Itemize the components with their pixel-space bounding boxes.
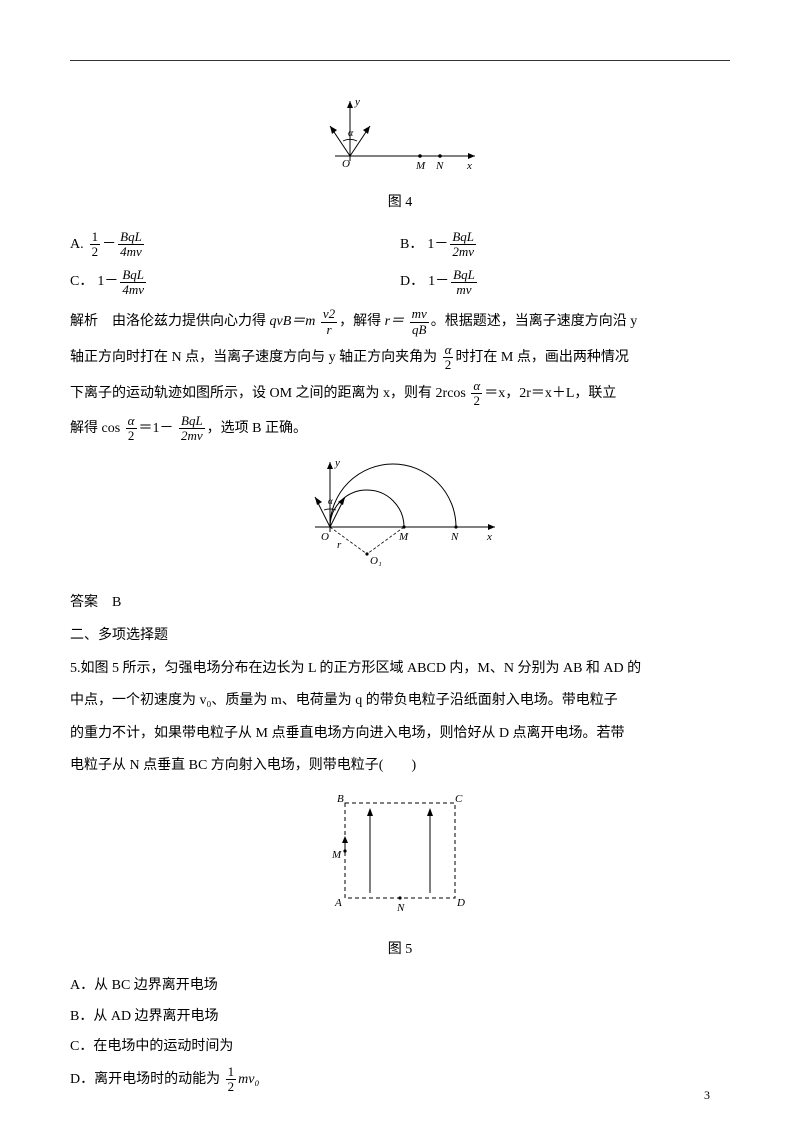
answer-1: 答案 B: [70, 590, 730, 617]
svg-text:M: M: [398, 531, 409, 543]
svg-text:B: B: [337, 793, 344, 805]
figure-5-caption: 图 5: [70, 937, 730, 964]
svg-text:D: D: [456, 897, 465, 909]
q5-line-1: 5.如图 5 所示，匀强电场分布在边长为 L 的正方形区域 ABCD 内，M、N…: [70, 656, 730, 683]
svg-text:y: y: [334, 457, 340, 469]
option-A: A. 12 － BqL4mv: [70, 230, 400, 260]
section-2-title: 二、多项选择题: [70, 623, 730, 650]
svg-text:α: α: [328, 496, 333, 506]
fig4-N: N: [435, 160, 444, 171]
analysis-line-3: 下离子的运动轨迹如图所示，设 OM 之间的距离为 x，则有 2rcos α2＝x…: [70, 379, 730, 409]
svg-text:N: N: [396, 902, 405, 914]
options-group-1: A. 12 － BqL4mv B． 1－ BqL2mv C． 1－ BqL4mv…: [70, 226, 730, 301]
option2-D: D．离开电场时的动能为 12mv₀: [70, 1065, 730, 1095]
analysis-line-1: 解析 由洛伦兹力提供向心力得 qvB＝m v2r，解得 r＝ mvqB。根据题述…: [70, 307, 730, 337]
q5-line-4: 电粒子从 N 点垂直 BC 方向射入电场，则带电粒子( ): [70, 753, 730, 780]
svg-text:M: M: [331, 849, 342, 861]
option2-C: C．在电场中的运动时间为: [70, 1034, 730, 1061]
q5-line-2: 中点，一个初速度为 v₀、质量为 m、电荷量为 q 的带负电粒子沿纸面射入电场。…: [70, 688, 730, 715]
svg-text:C: C: [455, 793, 463, 805]
svg-text:x: x: [486, 531, 492, 543]
option2-A: A．从 BC 边界离开电场: [70, 973, 730, 1000]
figure-4: α O M N x y: [70, 91, 730, 182]
svg-text:O₁: O₁: [370, 555, 382, 567]
option-B: B． 1－ BqL2mv: [400, 230, 730, 260]
page-number: 3: [704, 1084, 710, 1107]
options-group-2: A．从 BC 边界离开电场 B．从 AD 边界离开电场 C．在电场中的运动时间为…: [70, 973, 730, 1094]
analysis-line-4: 解得 cos α2＝1－ BqL2mv，选项 B 正确。: [70, 414, 730, 444]
analysis-line-2: 轴正方向时打在 N 点，当离子速度方向与 y 轴正方向夹角为 α2时打在 M 点…: [70, 343, 730, 373]
svg-text:O: O: [321, 531, 329, 543]
svg-text:N: N: [450, 531, 459, 543]
option-C: C． 1－ BqL4mv: [70, 268, 400, 298]
q5-line-3: 的重力不计，如果带电粒子从 M 点垂直电场方向进入电场，则恰好从 D 点离开电场…: [70, 721, 730, 748]
option-D: D． 1－ BqLmv: [400, 268, 730, 298]
fig4-x: x: [466, 160, 472, 171]
svg-text:A: A: [334, 897, 342, 909]
fig4-O: O: [342, 158, 350, 170]
figure-4-caption: 图 4: [70, 190, 730, 217]
figure-trajectory: O r O₁ M N x y α: [70, 452, 730, 583]
svg-text:r: r: [337, 539, 342, 551]
fig4-alpha: α: [348, 128, 354, 139]
fig4-y: y: [354, 96, 360, 108]
figure-5: B C A D M N: [70, 788, 730, 929]
header-rule: [70, 60, 730, 61]
fig4-M: M: [415, 160, 426, 171]
option2-B: B．从 AD 边界离开电场: [70, 1004, 730, 1031]
